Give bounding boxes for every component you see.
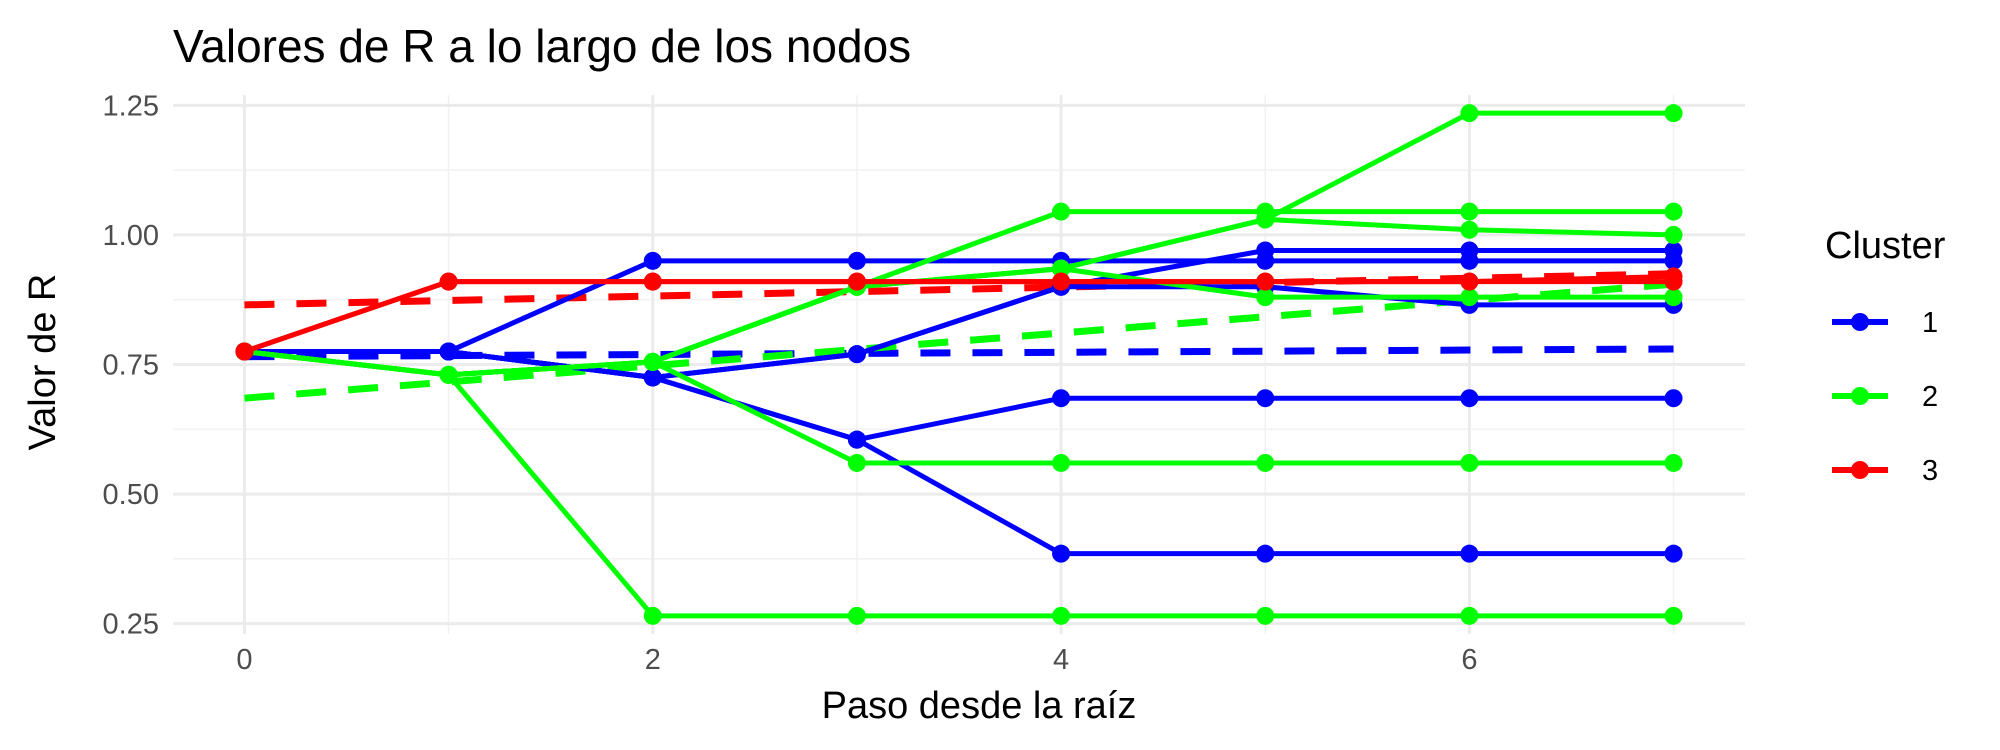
legend-label: 2 — [1922, 381, 1938, 413]
data-point-cluster-2 — [847, 453, 866, 472]
x-axis-title: Paso desde la raíz — [822, 685, 1137, 727]
data-point-cluster-2 — [1052, 453, 1071, 472]
data-point-cluster-1 — [439, 342, 458, 361]
data-point-cluster-2 — [1052, 259, 1071, 278]
y-axis-title: Valor de R — [22, 274, 64, 451]
data-point-cluster-2 — [1052, 606, 1071, 625]
data-point-cluster-2 — [1664, 225, 1683, 244]
data-point-cluster-1 — [643, 251, 662, 270]
series-line-cluster-3 — [243, 273, 1674, 354]
data-point-cluster-1 — [1052, 389, 1071, 408]
data-point-cluster-1 — [1664, 241, 1683, 260]
series-lines — [243, 110, 1674, 619]
data-point-cluster-2 — [1460, 104, 1479, 123]
legend-label: 1 — [1922, 307, 1938, 339]
data-point-cluster-2 — [1664, 288, 1683, 307]
legend-key-point — [1851, 313, 1869, 331]
minor-gridlines — [173, 95, 1745, 634]
data-point-cluster-2 — [1052, 202, 1071, 221]
legend-key-point — [1851, 387, 1869, 405]
legend-item-cluster-3: 3 — [1832, 455, 1938, 487]
y-tick-label: 0.50 — [103, 479, 159, 511]
data-point-cluster-1 — [1256, 241, 1275, 260]
series-line-cluster-2 — [244, 349, 1674, 619]
y-tick-label: 0.25 — [103, 609, 159, 641]
data-point-cluster-1 — [1460, 241, 1479, 260]
data-point-cluster-3 — [1460, 272, 1479, 291]
data-point-cluster-1 — [1460, 389, 1479, 408]
data-point-cluster-2 — [1460, 220, 1479, 239]
data-point-cluster-2 — [1664, 104, 1683, 123]
y-tick-label: 1.25 — [103, 90, 159, 122]
legend-key-point — [1851, 461, 1869, 479]
data-points — [235, 104, 1683, 625]
legend: Cluster 1 2 3 — [1825, 225, 1946, 487]
data-point-cluster-2 — [1256, 453, 1275, 472]
data-point-cluster-2 — [643, 606, 662, 625]
data-point-cluster-2 — [1460, 606, 1479, 625]
data-point-cluster-2 — [1256, 288, 1275, 307]
legend-item-cluster-1: 1 — [1832, 307, 1938, 339]
series-line-cluster-3 — [243, 279, 1674, 354]
data-point-cluster-2 — [1256, 606, 1275, 625]
x-tick-label: 4 — [1053, 644, 1069, 676]
data-point-cluster-2 — [1664, 202, 1683, 221]
data-point-cluster-2 — [439, 365, 458, 384]
y-tick-label: 1.00 — [103, 220, 159, 252]
data-point-cluster-1 — [1664, 389, 1683, 408]
data-point-cluster-1 — [643, 368, 662, 387]
data-point-cluster-3 — [1664, 267, 1683, 286]
data-point-cluster-2 — [643, 352, 662, 371]
data-point-cluster-1 — [1052, 544, 1071, 563]
trend-lines — [244, 270, 1674, 402]
data-point-cluster-2 — [1460, 453, 1479, 472]
series-line-cluster-2 — [244, 349, 1674, 466]
x-tick-label: 0 — [236, 644, 252, 676]
series-line-cluster-1 — [244, 349, 1674, 557]
data-point-cluster-2 — [1664, 606, 1683, 625]
legend-title: Cluster — [1825, 225, 1946, 267]
x-tick-label: 6 — [1461, 644, 1477, 676]
data-point-cluster-3 — [235, 342, 254, 361]
data-point-cluster-1 — [1460, 544, 1479, 563]
data-point-cluster-2 — [847, 606, 866, 625]
y-axis-tick-labels: 0.25 0.50 0.75 1.00 1.25 — [103, 90, 159, 640]
data-point-cluster-2 — [1460, 202, 1479, 221]
data-point-cluster-3 — [643, 272, 662, 291]
series-line-cluster-2 — [244, 110, 1674, 378]
data-point-cluster-1 — [1256, 389, 1275, 408]
x-tick-label: 2 — [645, 644, 661, 676]
data-point-cluster-2 — [1460, 288, 1479, 307]
data-point-cluster-1 — [1664, 544, 1683, 563]
y-tick-label: 0.75 — [103, 350, 159, 382]
data-point-cluster-3 — [1256, 272, 1275, 291]
data-point-cluster-3 — [439, 272, 458, 291]
data-point-cluster-3 — [847, 272, 866, 291]
data-point-cluster-3 — [1052, 272, 1071, 291]
x-axis-tick-labels: 0 2 4 6 — [236, 644, 1477, 676]
data-point-cluster-1 — [847, 430, 866, 449]
data-point-cluster-2 — [1256, 210, 1275, 229]
data-point-cluster-1 — [847, 251, 866, 270]
data-point-cluster-2 — [1664, 453, 1683, 472]
series-line-cluster-1 — [244, 258, 1674, 355]
chart-title: Valores de R a lo largo de los nodos — [173, 20, 911, 72]
legend-label: 3 — [1922, 455, 1938, 487]
legend-item-cluster-2: 2 — [1832, 381, 1938, 413]
data-point-cluster-1 — [847, 345, 866, 364]
data-point-cluster-1 — [1256, 544, 1275, 563]
